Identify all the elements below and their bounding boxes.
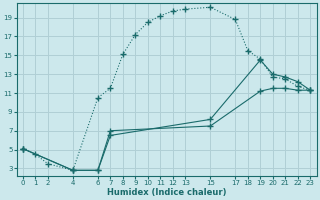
X-axis label: Humidex (Indice chaleur): Humidex (Indice chaleur) xyxy=(107,188,226,197)
